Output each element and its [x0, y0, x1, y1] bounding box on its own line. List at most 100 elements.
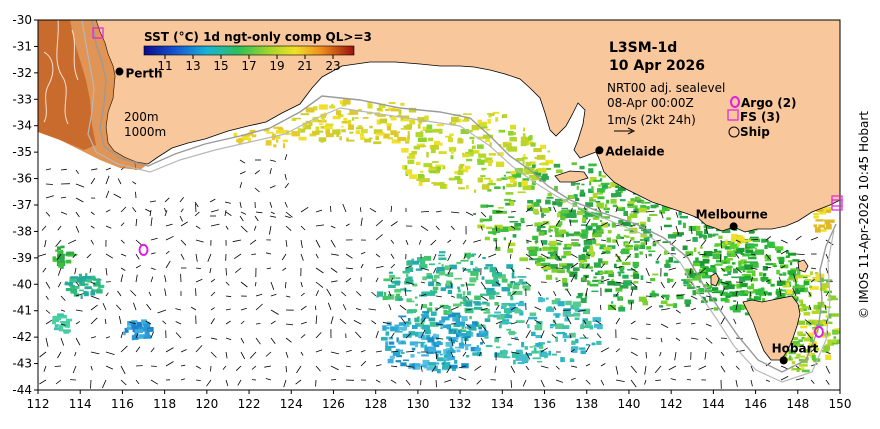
sst-pixel	[510, 179, 515, 183]
sst-pixel	[467, 291, 471, 295]
sst-pixel	[511, 171, 516, 174]
sst-pixel	[605, 204, 607, 209]
sst-pixel	[509, 331, 515, 335]
sst-pixel	[486, 280, 495, 284]
sst-pixel	[513, 132, 516, 135]
sst-pixel	[704, 251, 713, 256]
sst-pixel	[494, 312, 501, 314]
sst-pixel	[509, 303, 516, 307]
sst-pixel	[601, 276, 604, 279]
sst-pixel	[520, 218, 524, 223]
sst-pixel	[416, 269, 423, 271]
sst-pixel	[389, 342, 394, 345]
sst-pixel	[325, 129, 330, 134]
sst-pixel	[83, 276, 92, 279]
sst-pixel	[472, 352, 477, 355]
sst-pixel	[339, 136, 342, 140]
sst-pixel	[443, 307, 450, 309]
sst-pixel	[518, 191, 526, 193]
sst-pixel	[397, 137, 406, 141]
sst-pixel	[750, 247, 755, 249]
sst-pixel	[790, 262, 792, 265]
sst-pixel	[745, 291, 753, 294]
sst-pixel	[664, 225, 672, 228]
sst-pixel	[649, 214, 657, 216]
sst-pixel	[664, 264, 670, 267]
sst-pixel	[356, 127, 364, 129]
sst-pixel	[793, 286, 801, 289]
current-vector	[136, 192, 137, 198]
legend-argo: Argo (2)	[741, 96, 797, 110]
sst-pixel	[555, 314, 559, 318]
sst-pixel	[417, 352, 421, 354]
sst-pixel	[568, 271, 571, 274]
x-tick-label: 140	[617, 397, 640, 411]
sst-pixel	[443, 325, 450, 329]
sst-pixel	[821, 311, 828, 314]
sst-pixel	[352, 117, 355, 121]
sst-pixel	[725, 239, 727, 244]
sst-pixel	[431, 182, 435, 184]
sst-pixel	[538, 256, 542, 258]
sst-pixel	[592, 343, 596, 346]
sst-pixel	[571, 341, 575, 345]
sst-pixel	[547, 341, 551, 343]
sst-pixel	[486, 158, 492, 160]
sst-pixel	[411, 259, 414, 261]
sst-pixel	[488, 115, 491, 117]
sst-pixel	[70, 289, 77, 294]
sst-pixel	[96, 281, 101, 284]
sst-pixel	[546, 275, 552, 280]
sst-pixel	[392, 281, 401, 284]
sst-pixel	[554, 164, 561, 168]
sst-pixel	[563, 251, 571, 256]
sst-pixel	[573, 267, 580, 271]
sst-pixel	[343, 118, 347, 121]
sst-pixel	[502, 288, 510, 290]
sst-pixel	[776, 289, 779, 291]
sst-pixel	[693, 263, 700, 266]
x-tick-label: 130	[406, 397, 429, 411]
x-tick-label: 148	[786, 397, 809, 411]
sst-pixel	[604, 185, 606, 187]
sst-pixel	[520, 310, 523, 313]
sst-pixel	[433, 129, 440, 133]
current-vector	[646, 324, 651, 325]
current-vector	[646, 352, 647, 358]
sst-pixel	[497, 314, 505, 319]
sst-pixel	[369, 126, 372, 129]
sst-pixel	[463, 344, 471, 347]
sst-pixel	[639, 297, 647, 302]
sst-pixel	[803, 275, 811, 277]
sst-pixel	[575, 183, 580, 185]
sst-pixel	[639, 208, 647, 213]
sst-pixel	[461, 260, 469, 262]
sst-pixel	[624, 229, 630, 231]
sst-pixel	[377, 108, 382, 111]
sst-pixel	[558, 301, 565, 306]
sst-pixel	[510, 201, 514, 206]
sst-pixel	[708, 234, 712, 238]
sst-pixel	[571, 183, 575, 186]
sst-pixel	[477, 160, 484, 165]
sst-pixel	[581, 229, 588, 234]
sst-pixel	[459, 343, 464, 346]
current-vector	[721, 338, 727, 339]
sst-pixel	[661, 301, 668, 305]
city-label: Hobart	[772, 341, 819, 355]
sst-pixel	[684, 285, 687, 287]
sst-pixel	[823, 345, 830, 350]
sst-pixel	[824, 227, 832, 229]
sst-pixel	[407, 156, 415, 159]
city-marker	[595, 146, 603, 154]
sst-pixel	[778, 257, 784, 262]
sst-pixel	[443, 350, 446, 354]
sst-pixel	[518, 303, 525, 306]
sst-pixel	[652, 274, 658, 276]
sst-pixel	[571, 242, 578, 246]
sst-pixel	[647, 217, 650, 222]
current-vector	[736, 282, 743, 283]
sst-pixel	[380, 119, 387, 124]
sst-pixel	[738, 261, 741, 266]
sst-pixel	[496, 292, 500, 294]
